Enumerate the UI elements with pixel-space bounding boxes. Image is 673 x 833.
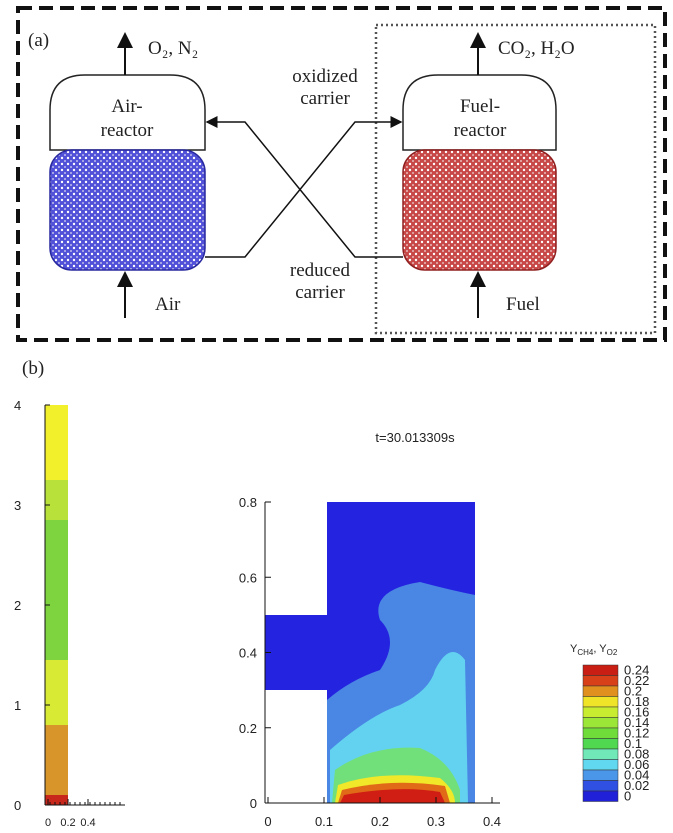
reactor-label: Air- — [111, 96, 142, 117]
x-tick-label: 0 — [45, 817, 51, 829]
contour-band — [45, 660, 68, 725]
colorbar-title: YCH4, YO2 — [570, 643, 618, 657]
outlet-label: CO₂, H₂O — [498, 38, 575, 59]
colorbar-swatch — [583, 718, 618, 729]
y-tick-label: 0.6 — [239, 570, 257, 585]
y-tick-label: 0.4 — [239, 646, 257, 661]
colorbar-swatch — [583, 676, 618, 687]
x-tick-label: 0.2 — [371, 814, 389, 829]
flow-label: carrier — [300, 88, 350, 109]
x-tick-label: 0.4 — [483, 814, 501, 829]
colorbar-swatch — [583, 770, 618, 781]
reactor-label: reactor — [454, 120, 507, 141]
colorbar-swatch — [583, 781, 618, 792]
inlet-label: Fuel — [506, 294, 540, 315]
y-tick-label: 0 — [14, 798, 21, 813]
flow-label: oxidized — [292, 66, 358, 87]
colorbar-swatch — [583, 707, 618, 718]
plot-title: t=30.013309s — [375, 430, 455, 445]
colorbar-label: 0 — [624, 788, 631, 803]
y-tick-label: 0 — [250, 796, 257, 811]
x-tick-label: 0.2 — [60, 817, 75, 829]
y-tick-label: 0.8 — [239, 495, 257, 510]
carrier-line — [207, 122, 403, 257]
inlet-label: Air — [155, 294, 181, 315]
contour-band — [265, 615, 327, 690]
x-tick-label: 0 — [264, 814, 271, 829]
contour-band — [45, 520, 68, 660]
fuel-reactor-bed — [403, 150, 556, 270]
x-tick-label: 0.1 — [315, 814, 333, 829]
colorbar-swatch — [583, 749, 618, 760]
colorbar-swatch — [583, 760, 618, 771]
x-tick-label: 0.4 — [80, 817, 95, 829]
contour-band — [45, 725, 68, 797]
colorbar-swatch — [583, 697, 618, 708]
y-tick-label: 0.2 — [239, 721, 257, 736]
carrier-line — [205, 122, 401, 257]
column-plot — [45, 405, 125, 805]
flow-label: reduced — [290, 260, 351, 281]
reactor-label: reactor — [101, 120, 154, 141]
y-tick-label: 1 — [14, 698, 21, 713]
x-tick-label: 0.3 — [427, 814, 445, 829]
flow-label: carrier — [295, 282, 345, 303]
figure: (a) O₂, N₂ CO₂, H₂O Air- reactor Fuel- r… — [0, 0, 673, 833]
air-reactor-bed — [50, 150, 205, 270]
colorbar-swatch — [583, 791, 618, 802]
y-tick-label: 3 — [14, 498, 21, 513]
colorbar-swatch — [583, 686, 618, 697]
outlet-label: O₂, N₂ — [148, 38, 198, 59]
contour-plot — [265, 502, 500, 803]
panel-label: (b) — [22, 358, 44, 379]
reactor-label: Fuel- — [460, 96, 500, 117]
panel-label: (a) — [28, 30, 49, 51]
y-tick-label: 4 — [14, 398, 21, 413]
colorbar-swatch — [583, 728, 618, 739]
y-tick-label: 2 — [14, 598, 21, 613]
colorbar-swatch — [583, 739, 618, 750]
colorbar-swatch — [583, 665, 618, 676]
